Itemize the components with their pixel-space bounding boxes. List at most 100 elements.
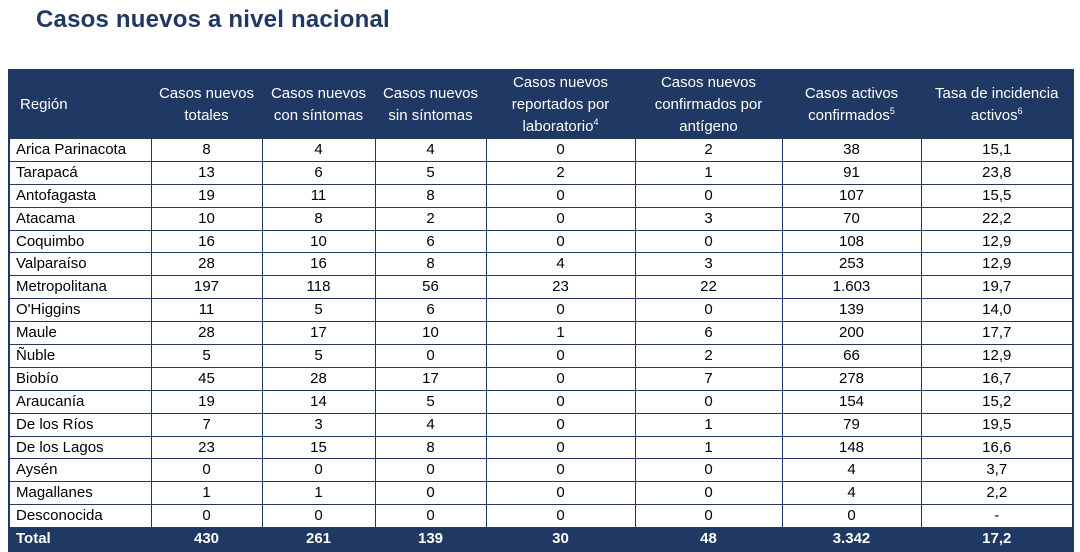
value-cell: 28 [150, 252, 263, 277]
value-cell: 7 [634, 366, 783, 391]
value-cell: 6 [634, 321, 783, 346]
table-row: Valparaíso 28 16 8 4 3 253 12,9 [8, 252, 1074, 277]
value-cell: 23 [485, 275, 636, 300]
value-cell: 16,6 [920, 435, 1074, 460]
value-cell: 10 [374, 321, 487, 346]
value-cell: 8 [374, 183, 487, 208]
value-cell: 15 [261, 435, 376, 460]
value-cell: 66 [781, 344, 922, 368]
value-cell: 19 [150, 183, 263, 208]
region-name-cell: Ñuble [8, 344, 152, 368]
table-row: Coquimbo 16 10 6 0 0 108 12,9 [8, 229, 1074, 254]
value-cell: 139 [781, 298, 922, 323]
table-row: Metropolitana 197 118 56 23 22 1.603 19,7 [8, 275, 1074, 300]
value-cell: 0 [634, 504, 783, 529]
column-header-label: Casos nuevos confirmados por antígeno [654, 73, 763, 135]
value-cell: 0 [485, 229, 636, 254]
value-cell: 148 [781, 435, 922, 460]
region-name-cell: Tarapacá [8, 160, 152, 185]
value-cell: 23 [150, 435, 263, 460]
value-cell: 0 [485, 435, 636, 460]
column-header-3: Casos nuevos sin síntomas [374, 69, 487, 139]
value-cell: 12,9 [920, 252, 1074, 277]
value-cell: 14,0 [920, 298, 1074, 323]
column-header-4: Casos nuevos reportados por laboratorio4 [485, 69, 636, 139]
table-row: Maule 28 17 10 1 6 200 17,7 [8, 321, 1074, 346]
column-header-label: Casos nuevos reportados por laboratorio [511, 73, 610, 135]
column-header-label: Casos nuevos totales [158, 84, 255, 124]
region-name-cell: De los Lagos [8, 435, 152, 460]
value-cell: 0 [374, 344, 487, 368]
region-name-cell: Aysén [8, 458, 152, 483]
value-cell: 22 [634, 275, 783, 300]
value-cell: 5 [150, 344, 263, 368]
table-row: Biobío 45 28 17 0 7 278 16,7 [8, 366, 1074, 391]
table-row: De los Ríos 7 3 4 0 1 79 19,5 [8, 412, 1074, 437]
value-cell: 0 [150, 504, 263, 529]
region-name-cell: Desconocida [8, 504, 152, 529]
value-cell: 17 [374, 366, 487, 391]
value-cell: 108 [781, 229, 922, 254]
value-cell: 6 [374, 229, 487, 254]
value-cell: 22,2 [920, 206, 1074, 231]
value-cell: 4 [374, 138, 487, 162]
value-cell: 3 [634, 206, 783, 231]
value-cell: 11 [150, 298, 263, 323]
value-cell: 79 [781, 412, 922, 437]
value-cell: 19,7 [920, 275, 1074, 300]
value-cell: - [920, 504, 1074, 529]
value-cell: 13 [150, 160, 263, 185]
value-cell: 4 [781, 481, 922, 506]
value-cell: 8 [374, 435, 487, 460]
table-row: Atacama 10 8 2 0 3 70 22,2 [8, 206, 1074, 231]
value-cell: 5 [374, 160, 487, 185]
region-name-cell: Arica Parinacota [8, 138, 152, 162]
value-cell: 14 [261, 389, 376, 414]
region-name-cell: Metropolitana [8, 275, 152, 300]
value-cell: 0 [374, 458, 487, 483]
column-header-0: Región [8, 69, 152, 139]
value-cell: 19,5 [920, 412, 1074, 437]
table-row: Antofagasta 19 11 8 0 0 107 15,5 [8, 183, 1074, 208]
value-cell: 0 [150, 458, 263, 483]
table-row: Araucanía 19 14 5 0 0 154 15,2 [8, 389, 1074, 414]
column-header-2: Casos nuevos con síntomas [261, 69, 376, 139]
table-row: Desconocida 0 0 0 0 0 0- [8, 504, 1074, 529]
value-cell: 0 [485, 138, 636, 162]
value-cell: 1 [634, 160, 783, 185]
value-cell: 15,5 [920, 183, 1074, 208]
value-cell: 7 [150, 412, 263, 437]
value-cell: 3 [634, 252, 783, 277]
value-cell: 0 [634, 458, 783, 483]
value-cell: 2 [485, 160, 636, 185]
value-cell: 0 [485, 504, 636, 529]
value-cell: 0 [261, 458, 376, 483]
value-cell: 1 [634, 412, 783, 437]
value-cell: 2 [634, 138, 783, 162]
value-cell: 1.603 [781, 275, 922, 300]
value-cell: 16,7 [920, 366, 1074, 391]
value-cell: 1 [634, 435, 783, 460]
page-title: Casos nuevos a nivel nacional [36, 6, 390, 33]
footnote-marker: 5 [889, 105, 895, 116]
value-cell: 15,1 [920, 138, 1074, 162]
table-row: Aysén 0 0 0 0 0 4 3,7 [8, 458, 1074, 483]
value-cell: 4 [485, 252, 636, 277]
value-cell: 16 [150, 229, 263, 254]
value-cell: 6 [374, 298, 487, 323]
value-cell: 0 [261, 504, 376, 529]
value-cell: 70 [781, 206, 922, 231]
value-cell: 8 [374, 252, 487, 277]
value-cell: 0 [634, 389, 783, 414]
value-cell: 0 [781, 504, 922, 529]
table-row: Magallanes 1 1 0 0 0 4 2,2 [8, 481, 1074, 506]
value-cell: 154 [781, 389, 922, 414]
value-cell: 0 [485, 183, 636, 208]
value-cell: 2 [634, 344, 783, 368]
value-cell: 45 [150, 366, 263, 391]
value-cell: 5 [374, 389, 487, 414]
value-cell: 2 [374, 206, 487, 231]
value-cell: 0 [634, 229, 783, 254]
value-cell: 17,7 [920, 321, 1074, 346]
column-header-label: Tasa de incidencia activos [935, 84, 1059, 124]
